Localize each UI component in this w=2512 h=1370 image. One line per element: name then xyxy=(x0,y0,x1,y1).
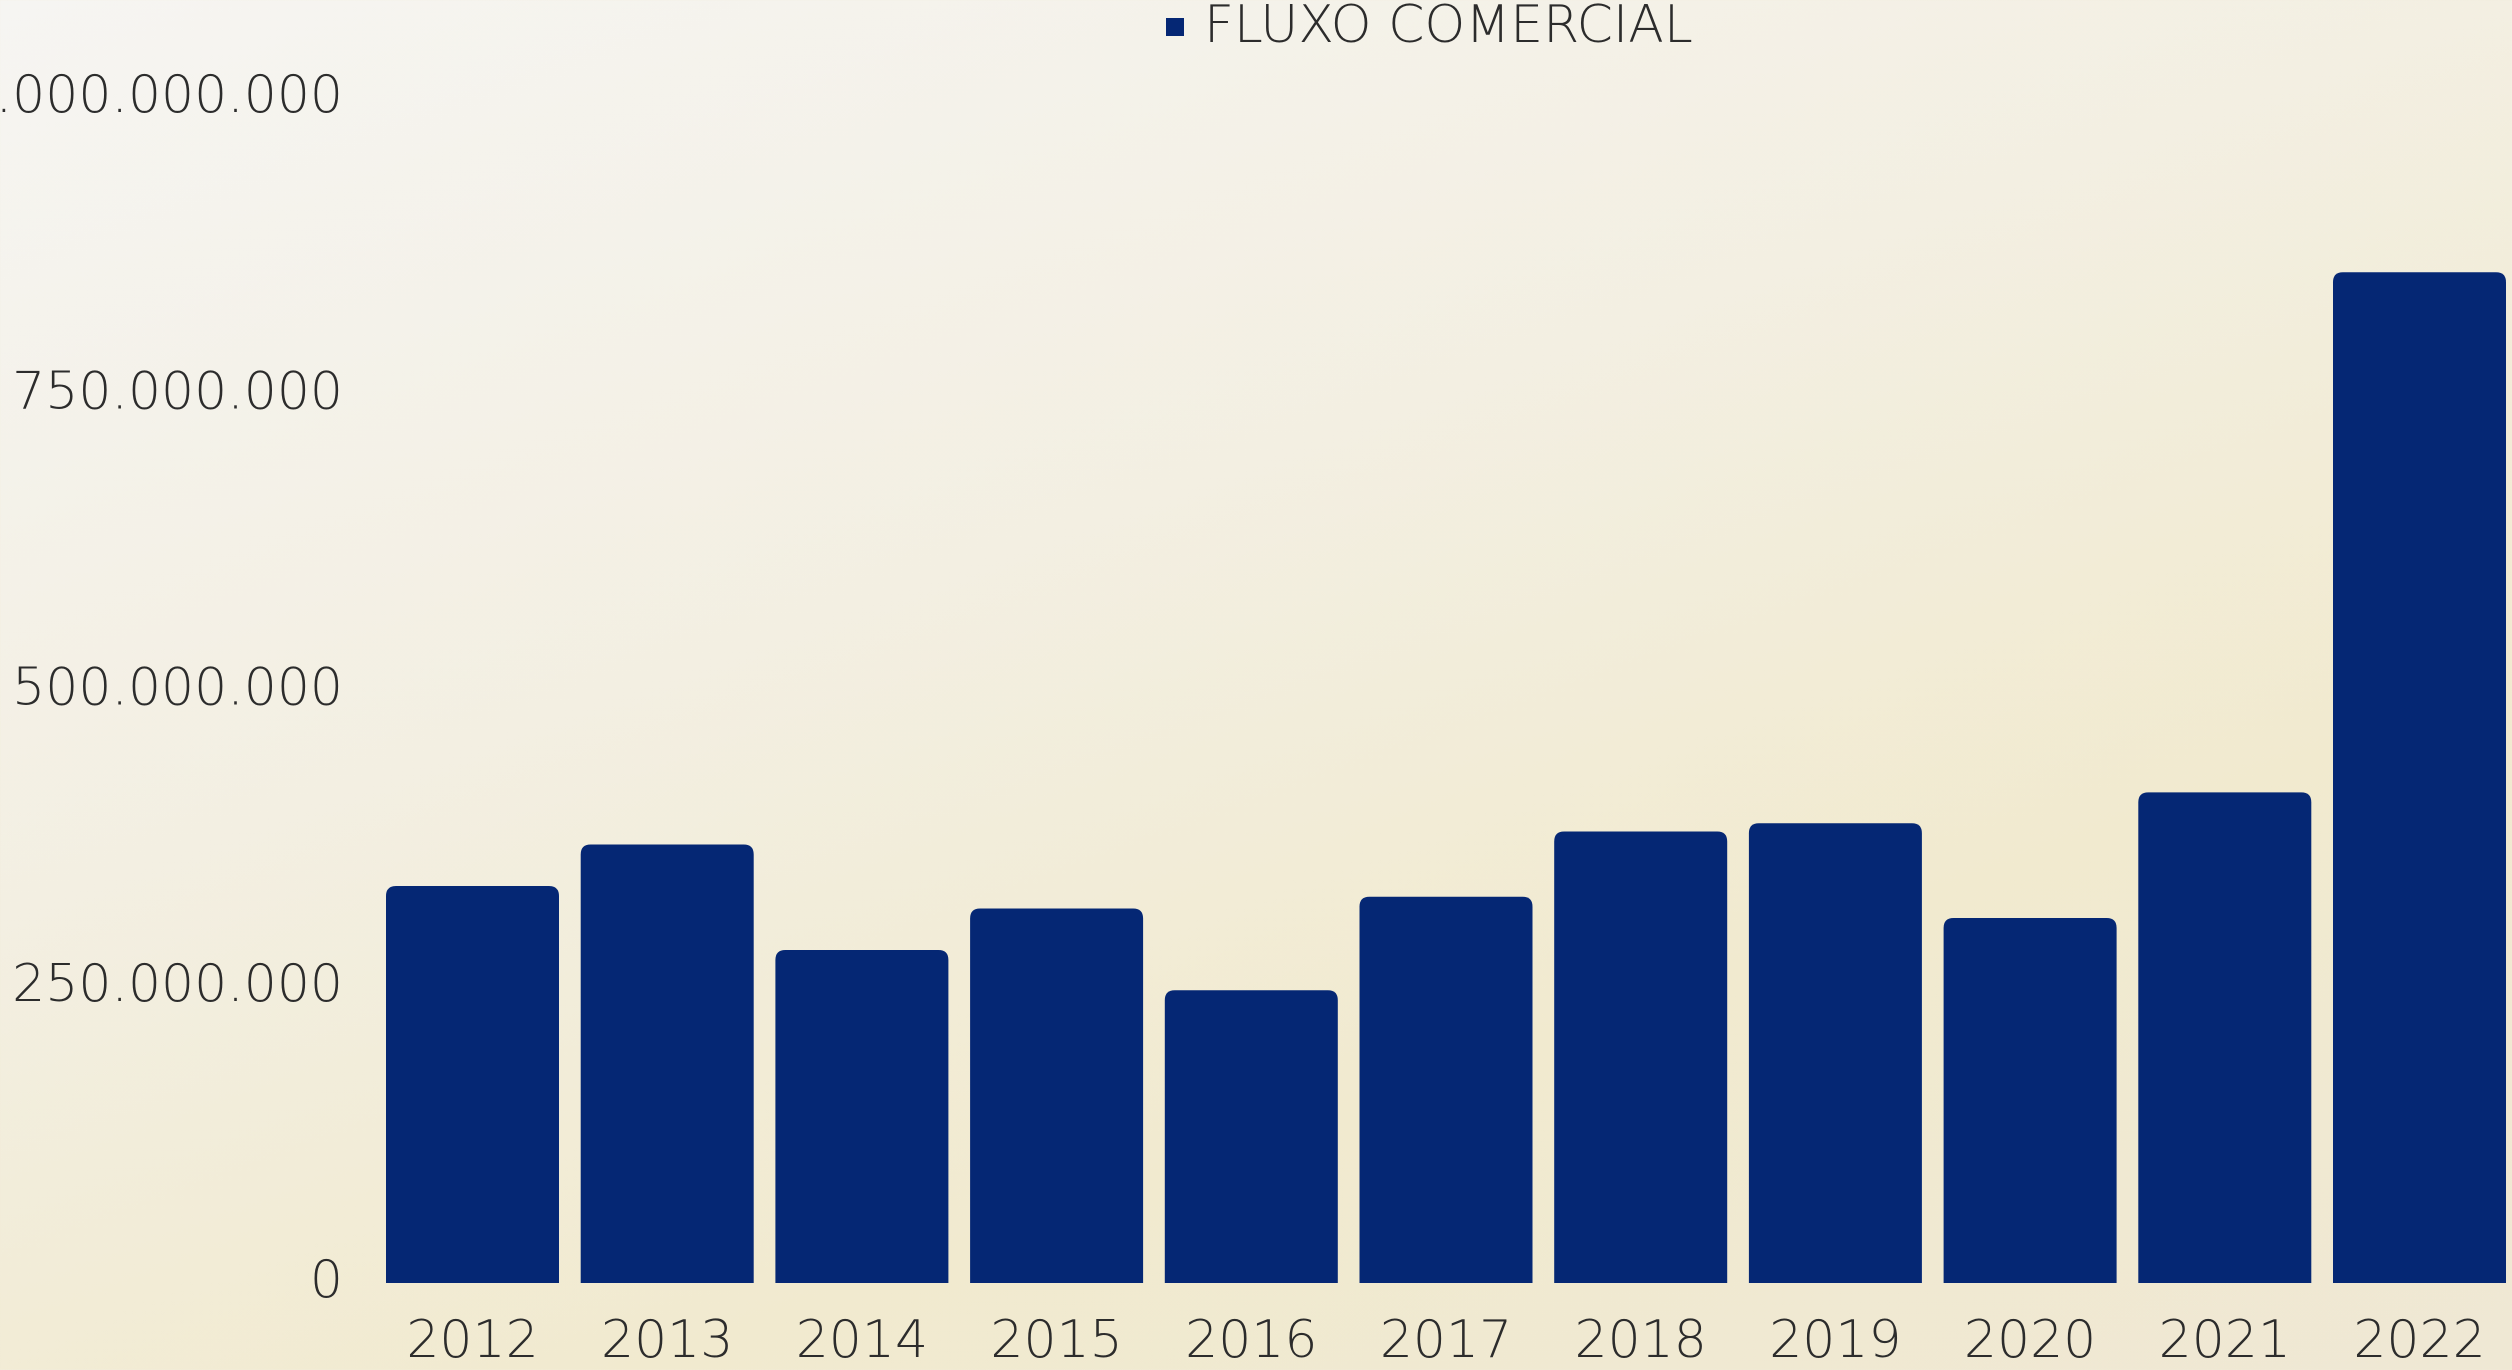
x-tick-label: 2022 xyxy=(2353,1310,2485,1370)
x-tick-label: 2019 xyxy=(1769,1310,1901,1370)
bar xyxy=(386,886,559,1283)
y-tick-label: 1.000.000.000 xyxy=(0,65,343,125)
bar xyxy=(2138,792,2311,1283)
bar xyxy=(1554,832,1727,1283)
x-tick-label: 2015 xyxy=(990,1310,1122,1370)
x-tick-label: 2018 xyxy=(1575,1310,1707,1370)
y-tick-label: 750.000.000 xyxy=(12,361,343,421)
bar xyxy=(1749,823,1922,1283)
bar xyxy=(775,950,948,1283)
bar xyxy=(581,845,754,1283)
y-tick-label: 500.000.000 xyxy=(12,658,343,718)
legend-swatch xyxy=(1166,18,1184,36)
bar xyxy=(970,909,1143,1283)
x-tick-label: 2013 xyxy=(601,1310,733,1370)
chart: 0 250.000.000 500.000.000 750.000.000 1.000.… xyxy=(0,0,2512,1370)
bar xyxy=(1944,918,2117,1283)
legend-label: FLUXO COMERCIAL xyxy=(1204,0,1693,55)
y-tick-label: 250.000.000 xyxy=(12,954,343,1014)
x-tick-label: 2017 xyxy=(1380,1310,1512,1370)
x-tick-label: 2014 xyxy=(796,1310,928,1370)
bar xyxy=(1165,990,1338,1283)
x-tick-label: 2020 xyxy=(1964,1310,2096,1370)
bar xyxy=(2333,272,2506,1283)
bar xyxy=(1360,897,1533,1283)
x-tick-label: 2012 xyxy=(406,1310,538,1370)
x-tick-label: 2021 xyxy=(2159,1310,2291,1370)
x-tick-label: 2016 xyxy=(1185,1310,1317,1370)
y-tick-label: 0 xyxy=(310,1250,343,1310)
